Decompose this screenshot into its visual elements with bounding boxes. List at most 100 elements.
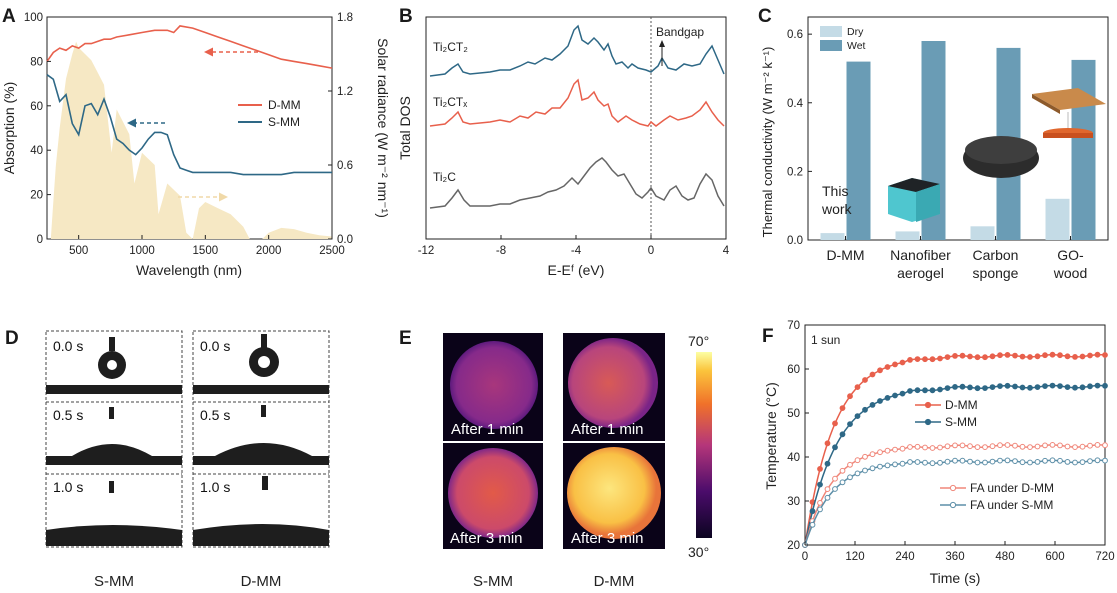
data-point xyxy=(877,463,883,470)
panel-f-chart: 0 120 240 360 480 600 720 20 30 40 50 60 70 1 sun D-… xyxy=(763,320,1115,586)
data-point xyxy=(1094,351,1101,358)
data-point xyxy=(914,459,921,465)
data-point xyxy=(929,445,936,451)
data-point xyxy=(1004,352,1011,358)
x-tick-label: 4 xyxy=(723,245,730,257)
data-point xyxy=(959,457,966,464)
legend-label-wet: Wet xyxy=(847,40,866,52)
y-tick-label: 0.0 xyxy=(787,235,803,247)
panel-d-contact-angle: 0.0 s 0.5 s 1.0 s 0.0 s 0.5 s 1.0 s S-MM… xyxy=(45,330,330,590)
x-tick-label: 2500 xyxy=(319,245,345,257)
data-point xyxy=(892,446,898,453)
data-point xyxy=(1042,352,1048,359)
data-point xyxy=(824,440,831,447)
data-point xyxy=(877,367,883,374)
data-point xyxy=(922,444,928,451)
data-point xyxy=(1079,384,1086,391)
data-point xyxy=(982,354,988,361)
data-point xyxy=(1019,384,1026,391)
data-point xyxy=(1004,442,1011,448)
data-point xyxy=(817,506,823,513)
data-point xyxy=(929,387,936,394)
panel-letter-d: D xyxy=(5,328,19,349)
data-point xyxy=(907,388,913,394)
panel-b-ticks: -12 -8 -4 0 4 xyxy=(418,235,730,257)
data-point xyxy=(997,352,1003,359)
data-point xyxy=(944,443,951,450)
data-point xyxy=(1094,442,1101,448)
legend-marker xyxy=(949,501,957,509)
data-point xyxy=(907,444,913,450)
data-point xyxy=(967,353,973,360)
data-point xyxy=(1094,382,1101,389)
x-tick-label: 720 xyxy=(1095,551,1114,563)
legend-marker xyxy=(924,418,932,426)
category-label: GO- xyxy=(1057,247,1084,263)
data-point xyxy=(1042,457,1048,464)
x-tick-label: 240 xyxy=(895,551,914,563)
data-point xyxy=(892,461,898,468)
category-label: sponge xyxy=(973,265,1019,281)
drop-time-label: 1.0 s xyxy=(53,479,83,495)
legend-swatch-dry xyxy=(820,26,842,37)
data-point xyxy=(937,355,943,362)
data-point xyxy=(974,385,981,392)
panel-d-caption-d-mm: D-MM xyxy=(241,573,282,590)
y-tick-label: 50 xyxy=(787,408,800,420)
data-point xyxy=(1034,353,1041,360)
data-point xyxy=(847,474,853,481)
y2-tick-label: 1.8 xyxy=(337,12,353,24)
legend-marker xyxy=(949,484,957,492)
data-point xyxy=(1004,457,1011,464)
data-point xyxy=(967,458,973,465)
data-point xyxy=(854,384,861,391)
data-point xyxy=(937,386,943,393)
panel-c-frame xyxy=(807,16,1109,241)
data-point xyxy=(1057,457,1063,464)
data-point xyxy=(1034,443,1041,450)
x-tick-label: -4 xyxy=(571,245,582,257)
data-point xyxy=(952,457,958,464)
data-point xyxy=(1049,442,1056,448)
data-point xyxy=(1057,442,1063,449)
y2-tick-label: 0.0 xyxy=(337,234,353,246)
data-point xyxy=(952,384,958,390)
colorbar-max-label: 70° xyxy=(688,333,709,349)
panel-e-caption-d-mm: D-MM xyxy=(594,573,635,590)
data-point xyxy=(1027,459,1033,466)
bandgap-arrowhead xyxy=(659,40,665,47)
thermal-time-label: After 3 min xyxy=(450,530,523,547)
y2-tick-label: 1.2 xyxy=(337,86,353,98)
dos-ti2ct2-line xyxy=(429,24,725,77)
y-tick-label: 80 xyxy=(30,56,43,68)
panel-c-chart: 0.0 0.2 0.4 0.6 Dry Wet This work D-MM Nanof… xyxy=(760,16,1109,281)
panel-a-ylabel: Absorption (%) xyxy=(1,82,17,175)
category-label: aerogel xyxy=(897,265,944,281)
data-point xyxy=(1087,458,1093,465)
data-point xyxy=(869,465,876,472)
panel-c-ticks: 0.0 0.2 0.4 0.6 xyxy=(787,29,1071,247)
data-point xyxy=(862,467,868,474)
data-point xyxy=(952,353,958,359)
data-point xyxy=(1034,384,1041,391)
drop-time-label: 0.0 s xyxy=(200,338,230,354)
data-point xyxy=(982,385,988,392)
legend-label: FA under D-MM xyxy=(970,481,1054,495)
data-point xyxy=(809,521,816,528)
data-point xyxy=(1072,384,1078,391)
data-point xyxy=(974,444,981,451)
data-point xyxy=(862,377,868,383)
x-tick-label: 500 xyxy=(69,245,88,257)
legend-label-d-mm: D-MM xyxy=(268,98,301,112)
data-point xyxy=(1042,383,1048,390)
colorbar-min-label: 30° xyxy=(688,544,709,560)
legend-label: FA under S-MM xyxy=(970,498,1053,512)
data-point xyxy=(967,443,973,450)
data-point xyxy=(839,467,846,474)
data-point xyxy=(817,500,823,506)
dos-label-ti2ct2: Ti₂CT₂ xyxy=(433,40,468,54)
data-point xyxy=(877,398,883,404)
data-point xyxy=(907,357,913,363)
panel-f-legend: D-MM S-MM FA under D-MM FA under S-MM xyxy=(915,398,1054,512)
s-mm-arrowhead xyxy=(127,118,136,128)
